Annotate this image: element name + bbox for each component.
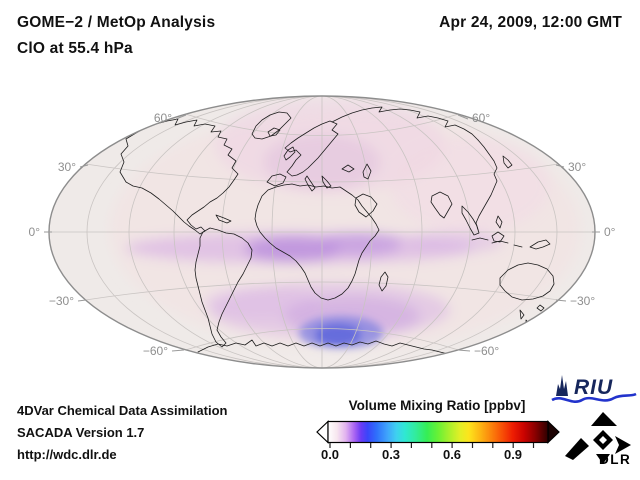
lat-label-left-30: 30° <box>58 160 76 174</box>
colorbar-tick-label-1: 0.3 <box>381 447 401 462</box>
lat-label-left-60: 60° <box>154 111 172 125</box>
riu-wave-icon <box>551 392 637 403</box>
riu-cathedral-icon <box>556 375 568 396</box>
lat-label-left-m60: −60° <box>143 344 168 358</box>
figure-datetime: Apr 24, 2009, 12:00 GMT <box>439 14 622 31</box>
lat-label-right-m30: −30° <box>570 294 595 308</box>
lat-label-left-m30: −30° <box>49 294 74 308</box>
colorbar-gradient-bar <box>327 420 549 444</box>
colorbar-tick-label-0: 0.0 <box>320 447 340 462</box>
dlr-mark-center-icon <box>593 430 613 450</box>
footer-line-version: SACADA Version 1.7 <box>17 425 145 440</box>
lat-label-right-m60: −60° <box>474 344 499 358</box>
dlr-mark-right-arrow-icon <box>615 436 631 454</box>
dlr-mark-bottom-icon <box>596 454 610 464</box>
lat-label-left-0: 0° <box>29 225 41 239</box>
colorbar-tick-label-2: 0.6 <box>442 447 462 462</box>
footer-line-assimilation: 4DVar Chemical Data Assimilation <box>17 403 228 418</box>
lat-label-right-60: 60° <box>472 111 490 125</box>
dlr-mark-top-icon <box>591 412 617 426</box>
graticule <box>49 95 595 369</box>
dlr-logo-text: DLR <box>599 452 631 467</box>
dlr-mark-left-arrow-icon <box>565 438 589 460</box>
riu-logo-text: RIU <box>574 376 613 399</box>
figure-subtitle: ClO at 55.4 hPa <box>17 40 133 57</box>
colorbar-title: Volume Mixing Ratio [ppbv] <box>348 398 526 413</box>
footer-line-url: http://wdc.dlr.de <box>17 447 117 462</box>
lat-label-right-30: 30° <box>568 160 586 174</box>
colorbar-ticks <box>329 443 535 448</box>
latitude-ticks <box>44 114 600 352</box>
colorbar-tick-label-3: 0.9 <box>503 447 523 462</box>
latitude-labels: 60° 30° 0° −30° −60° 60° 30° 0° −30° −60… <box>29 111 616 358</box>
figure-title: GOME−2 / MetOp Analysis <box>17 14 216 31</box>
lat-label-right-0: 0° <box>604 225 616 239</box>
